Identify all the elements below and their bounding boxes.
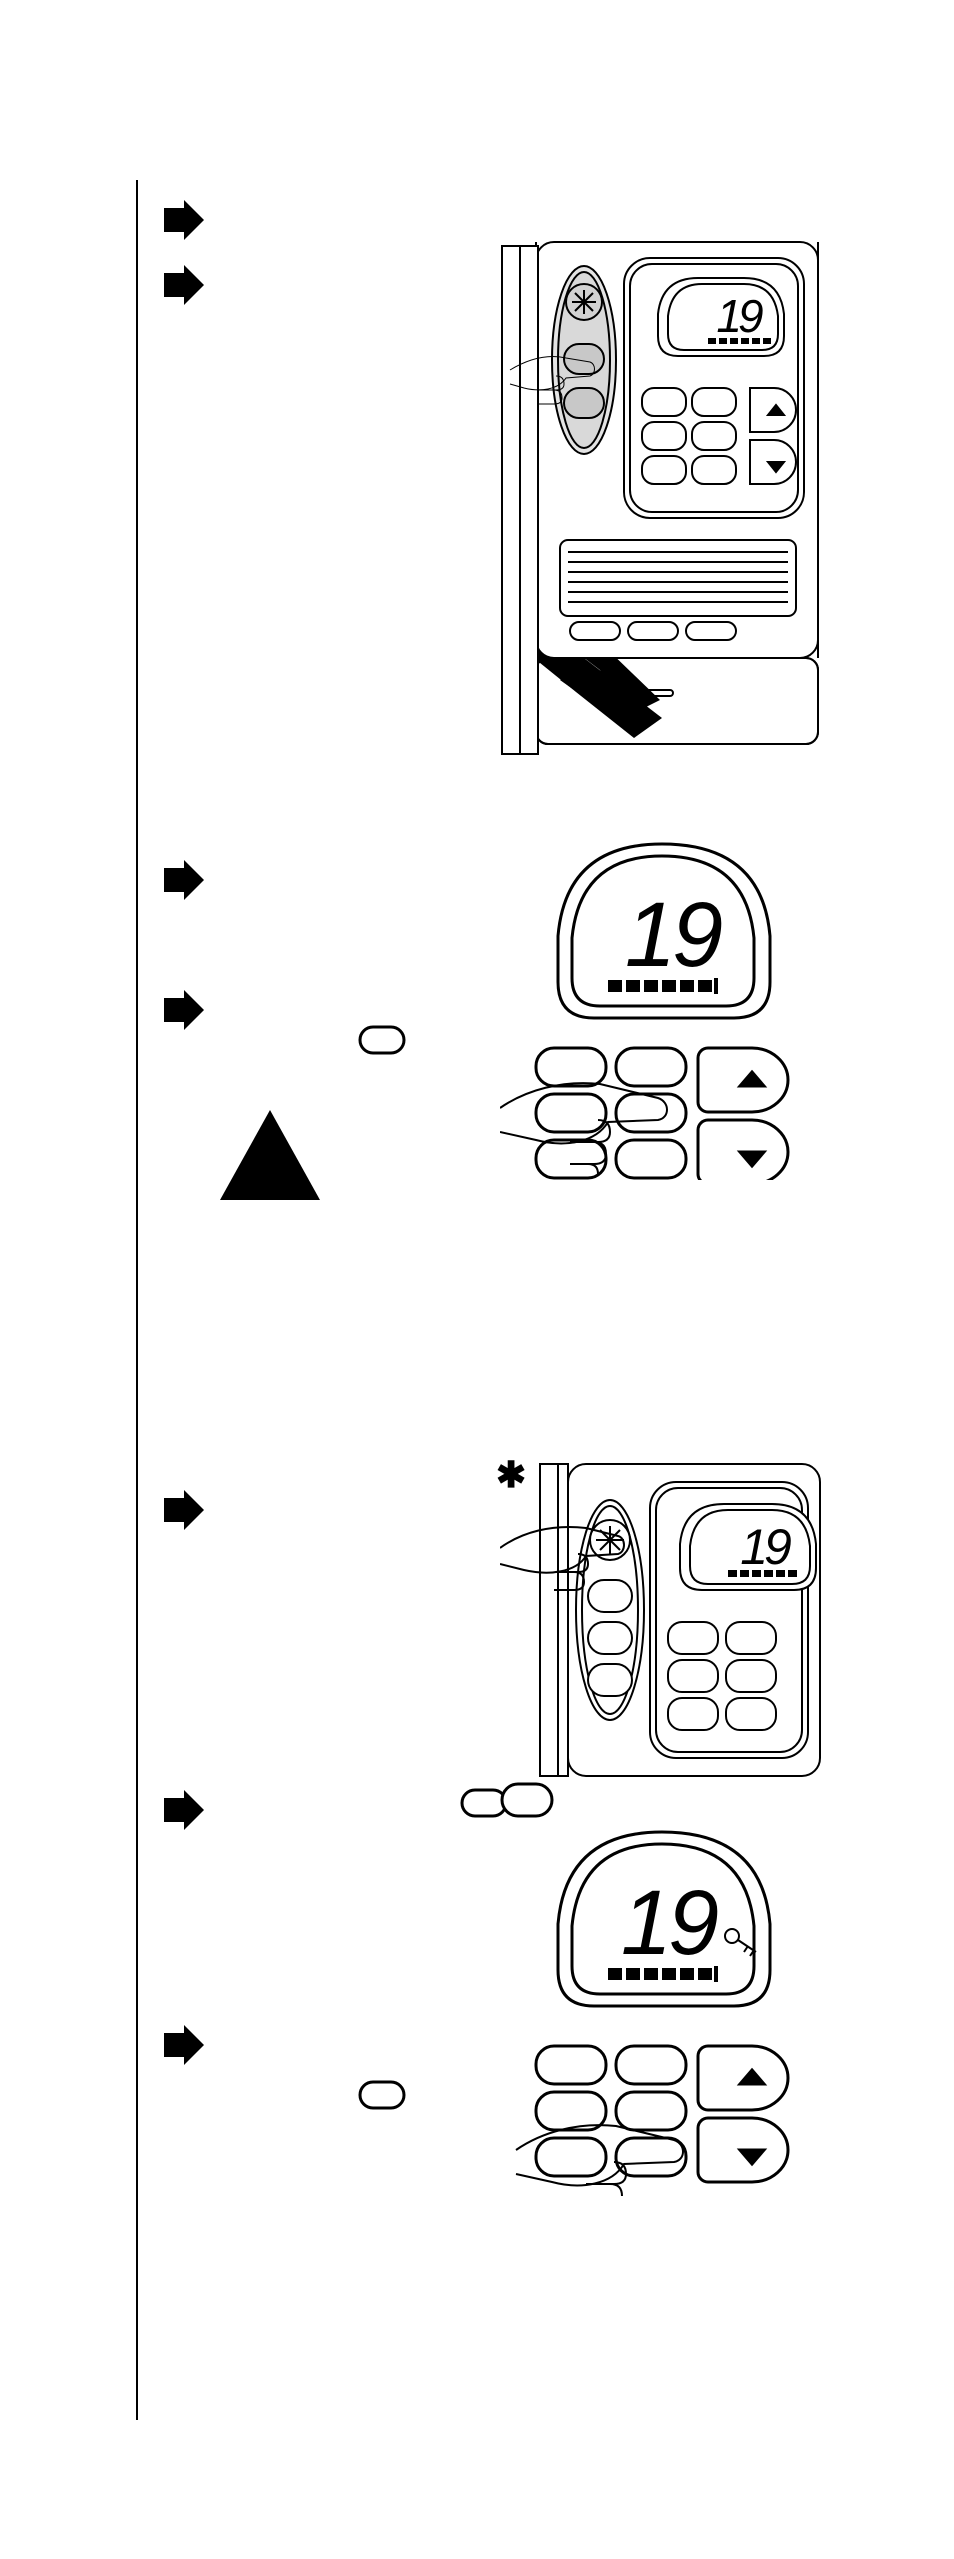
step-arrow-icon: [164, 200, 204, 240]
step-arrow-icon: [164, 265, 204, 305]
asterisk-icon: ✱: [496, 1454, 526, 1496]
manual-page: 19: [140, 180, 860, 2420]
button-pill-icon: [358, 2080, 406, 2115]
warning-triangle-icon: [220, 1110, 320, 1205]
phone-illustration: 19: [500, 240, 840, 760]
lcd-value: 19: [625, 884, 722, 986]
lcd-keys-illustration: 19: [500, 840, 840, 1180]
lcd-value: 19: [716, 290, 763, 342]
step-arrow-icon: [164, 2025, 204, 2065]
step-arrow-icon: [164, 1790, 204, 1830]
button-pill-icon: [358, 1025, 406, 1060]
phone-backlight-illustration: ✱ 19: [500, 1460, 840, 1780]
lcd-value: 19: [621, 1872, 718, 1974]
lcd-lock-illustration: 19: [500, 1780, 840, 2200]
vertical-rule: [136, 180, 138, 2420]
step-arrow-icon: [164, 990, 204, 1030]
step-arrow-icon: [164, 860, 204, 900]
step-arrow-icon: [164, 1490, 204, 1530]
lcd-value: 19: [740, 1519, 791, 1575]
